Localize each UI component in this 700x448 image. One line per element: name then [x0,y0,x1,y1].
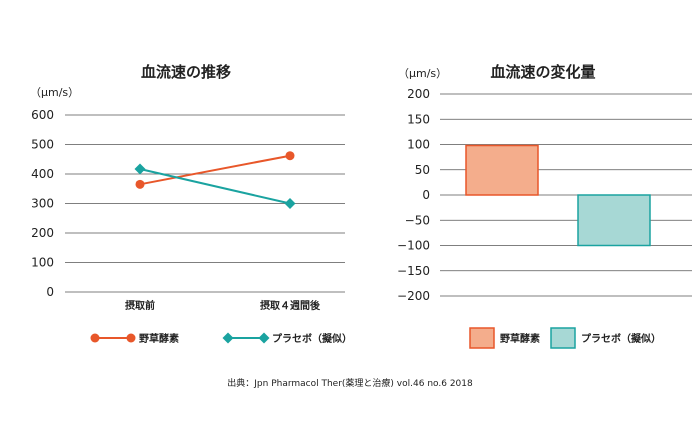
y-tick-label: 100 [31,256,54,270]
legend-marker [126,333,136,343]
series-line [139,154,291,186]
legend-marker [258,332,270,344]
bar-chart-legend: 野草酵素 プラセボ（擬似） [469,327,661,349]
line-chart-y-axis: 0 100 200 300 400 500 600 [31,108,54,299]
y-tick-label: 500 [31,138,54,152]
line-chart-title: 血流速の推移 [141,63,231,81]
y-tick-label: −200 [397,289,430,303]
source-citation: 出典：Jpn Pharmacol Ther(薬理と治療) vol.46 no.6… [227,377,473,389]
legend-swatch [550,327,576,349]
legend-label: 野草酵素 [139,332,179,345]
bar-chart-unit: （μm/s） [398,67,447,80]
y-tick-label: 0 [46,285,54,299]
bar-chart-bars [465,144,651,247]
bar-chart-title: 血流速の変化量 [490,63,595,81]
line-chart-legend: 野草酵素 プラセボ（擬似） [90,332,352,345]
x-tick-label: 摂取４週間後 [260,299,321,312]
line-chart-x-axis: 摂取前 摂取４週間後 [125,299,321,312]
series-line [139,168,291,205]
legend-label: プラセボ（擬似） [272,332,352,345]
legend-marker [90,333,100,343]
line-chart-series [134,151,296,209]
y-tick-label: 400 [31,167,54,181]
bar-chart-grid [440,93,692,297]
legend-marker [222,332,234,344]
y-tick-label: 50 [415,163,430,177]
y-tick-label: 150 [407,112,430,126]
line-chart-grid [65,114,345,293]
legend-label: プラセボ（擬似） [581,332,661,345]
y-tick-label: −150 [397,264,430,278]
data-point [284,198,296,209]
line-chart-unit: （μm/s） [30,86,79,99]
bar-chart-y-axis: 200 150 100 50 0 −50 −100 −150 −200 [397,87,430,303]
bar [465,144,539,196]
data-point [135,179,145,189]
y-tick-label: 200 [407,87,430,101]
legend-swatch [469,327,495,349]
y-tick-label: 100 [407,138,430,152]
y-tick-label: −50 [405,213,430,227]
y-tick-label: 600 [31,108,54,122]
y-tick-label: 0 [422,188,430,202]
y-tick-label: −100 [397,239,430,253]
y-tick-label: 200 [31,226,54,240]
bar [577,194,651,247]
data-point [285,151,295,161]
legend-label: 野草酵素 [500,332,540,345]
y-tick-label: 300 [31,197,54,211]
data-point [134,163,146,175]
x-tick-label: 摂取前 [125,299,155,312]
